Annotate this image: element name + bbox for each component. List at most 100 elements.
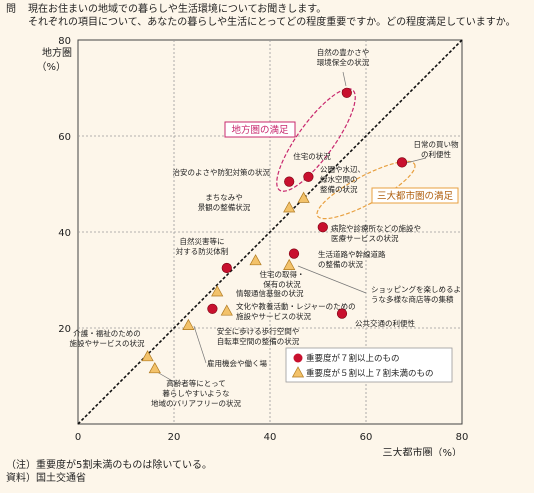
high-importance-point <box>317 222 328 233</box>
mid-importance-point <box>297 191 310 203</box>
regional-satisfaction-ellipse <box>276 88 356 192</box>
point-label-line: 公園や水辺、 <box>320 164 365 174</box>
y-tick-label: 80 <box>58 36 71 47</box>
x-tick-label: 0 <box>75 432 81 443</box>
point-label-line: 施設やサービスの状況 <box>70 338 145 348</box>
leader-line <box>297 265 367 294</box>
question-text: 問 現在お住まいの地域での暮らしや生活環境についてお聞きします。 それぞれの項目… <box>6 3 516 29</box>
point-label: 公共交通の利便性 <box>355 318 415 328</box>
x-tick-label: 20 <box>168 432 181 443</box>
metro-satisfaction-callout: 三大都市圏の満足 <box>371 187 459 204</box>
point-label-line: 自然の豊かさや <box>317 47 370 57</box>
point-label-line: 景観の整備状況 <box>198 202 251 212</box>
x-tick-label: 60 <box>360 432 373 443</box>
mid-importance-point <box>211 285 224 297</box>
point-label-line: 日常の買い物 <box>414 139 459 149</box>
mid-importance-point <box>141 350 154 362</box>
high-importance-point <box>288 248 300 259</box>
legend-label: 重要度が７割以上のもの <box>306 353 400 364</box>
mid-importance-point <box>148 362 161 374</box>
footer: （注）重要度が5割未満のものは除いている。 資料）国土交通省 <box>6 459 212 485</box>
point-label-line: の利便性 <box>421 149 451 159</box>
legend-box <box>285 347 453 383</box>
point-label-line: 介護・福祉のための <box>73 328 141 338</box>
metro-satisfaction-ellipse <box>316 160 416 220</box>
point-label-line: 暮らしやすいような <box>162 388 229 398</box>
high-importance-point <box>336 308 348 319</box>
legend-triangle-marker <box>291 366 305 378</box>
point-label-line: 自然災害等に <box>180 236 225 246</box>
high-importance-point <box>341 87 352 98</box>
point-label-line: 情報通信基盤の状況 <box>236 288 304 298</box>
point-label-line: 医療サービスの状況 <box>331 233 399 243</box>
point-label-line: 住宅の取得・ <box>260 269 305 279</box>
mid-importance-point <box>220 304 233 316</box>
point-label-line: 病院や診療所などの施設や <box>331 223 421 233</box>
diagonal-line <box>77 39 463 425</box>
leader-line <box>193 325 207 364</box>
y-axis-label-line: 地方圏 <box>42 46 72 59</box>
x-axis-label: 三大都市圏（%） <box>382 446 462 456</box>
point-label-line: 住宅の状況 <box>293 151 331 161</box>
question-line-2: それぞれの項目について、あなたの暮らしや生活にとってどの程度重要ですか。どの程度… <box>28 17 516 28</box>
callout-box <box>371 187 459 204</box>
point-label-line: 雇用機会や働く場 <box>207 358 267 368</box>
point-label: 雇用機会や働く場 <box>207 358 267 368</box>
point-label-line: 治安のよさや防犯対策の状況 <box>173 167 271 177</box>
point-label-line: 環境保全の状況 <box>317 57 370 67</box>
y-axis-label: 地方圏 （%） <box>36 46 72 73</box>
source-note: 資料）国土交通省 <box>6 473 86 484</box>
point-label-line: 文化や教養活動・レジャーのための <box>236 301 356 311</box>
point-label-line: 高齢者等にとって <box>166 378 225 388</box>
y-tick-label: 60 <box>58 132 71 143</box>
point-label-line: 施設やサービスの状況 <box>236 311 311 321</box>
point-label-line: 対する防災体制 <box>176 246 229 256</box>
high-importance-point <box>221 262 232 274</box>
high-importance-point <box>284 176 295 187</box>
point-label-line: うな多様な商店等の集積 <box>371 294 454 304</box>
callout-text: 地方圏の満足 <box>231 124 289 136</box>
leader-line <box>342 71 347 87</box>
high-importance-point <box>207 303 218 314</box>
point-label-line: 地域のバリアフリーの状況 <box>151 398 241 408</box>
y-tick-label: 40 <box>58 228 71 239</box>
point-label-line: 安全に歩ける歩行空間や <box>217 326 300 336</box>
point-label-line: 公共交通の利便性 <box>355 318 415 328</box>
high-importance-point <box>303 171 314 182</box>
point-label-line: ショッピングを楽しめるよ <box>371 284 461 294</box>
question-marker: 問 <box>6 4 16 15</box>
footnote: （注）重要度が5割未満のものは除いている。 <box>6 460 213 471</box>
y-tick-label: 20 <box>58 324 71 335</box>
point-label: 住宅の取得・保有の状況 <box>260 269 305 289</box>
point-label-line: の整備の状況 <box>318 259 363 269</box>
mid-importance-point <box>249 254 262 266</box>
legend-label: 重要度が５割以上７割未満のもの <box>306 368 434 379</box>
leader-line <box>405 157 427 164</box>
point-label-line: 生活道路や幹線道路 <box>318 249 386 259</box>
x-tick-label: 80 <box>456 432 469 443</box>
callout-box <box>224 121 296 138</box>
x-tick-label: 40 <box>264 432 277 443</box>
callout-text: 三大都市圏の満足 <box>377 190 454 202</box>
mid-importance-point <box>283 258 296 270</box>
y-axis-label-line: （%） <box>36 61 66 73</box>
point-label: 情報通信基盤の状況 <box>236 288 304 298</box>
point-label: 住宅の状況 <box>293 151 331 161</box>
leader-line <box>156 371 177 384</box>
scatter-chart: 0 20 40 60 8020406080地方圏（%）三大都市圏（%）自然の豊かさや環境… <box>36 36 469 456</box>
point-label: 治安のよさや防犯対策の状況 <box>173 167 271 177</box>
legend-circle-marker <box>293 353 303 363</box>
point-label-line: 緑水空間の <box>320 174 358 184</box>
